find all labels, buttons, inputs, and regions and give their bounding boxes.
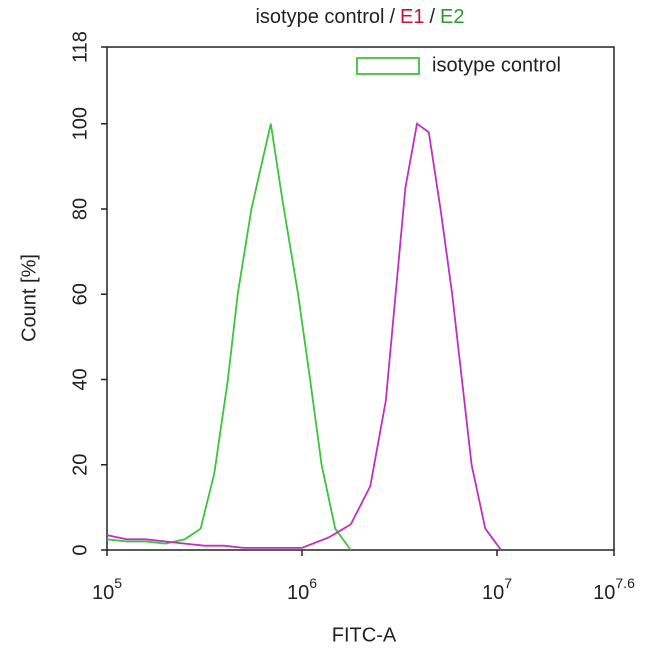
y-tick-label: 20 xyxy=(69,454,91,476)
y-tick-label: 80 xyxy=(69,198,91,220)
chart-title: isotype control / E1/E2 xyxy=(255,6,464,28)
y-axis-label: Count [%] xyxy=(18,254,40,342)
tick-power: 6 xyxy=(309,575,317,591)
x-tick-label: 105 xyxy=(92,575,122,605)
tick-base: 10 xyxy=(593,582,615,604)
series-line xyxy=(106,122,502,551)
y-tick-label: 100 xyxy=(69,107,91,140)
title-part: E1 xyxy=(400,6,424,28)
tick-base: 10 xyxy=(92,582,114,604)
tick-base: 10 xyxy=(482,582,504,604)
title-part: / xyxy=(389,6,395,28)
title-part: / xyxy=(429,6,435,28)
tick-power: 7 xyxy=(504,575,512,591)
series-line xyxy=(106,123,352,551)
legend-label: isotype control xyxy=(432,54,561,76)
y-tick-label: 60 xyxy=(69,283,91,305)
tick-power: 7.6 xyxy=(615,575,635,591)
y-tick-label: 118 xyxy=(69,31,91,63)
title-part: E2 xyxy=(440,6,464,28)
x-axis-label: FITC-A xyxy=(332,624,397,646)
legend-swatch xyxy=(356,57,420,75)
tick-power: 5 xyxy=(114,575,122,591)
title-part: isotype control xyxy=(255,6,384,28)
y-tick-label: 0 xyxy=(69,544,91,555)
plot-frame xyxy=(106,46,615,551)
x-tick-label: 106 xyxy=(287,575,317,605)
x-tick-label: 107 xyxy=(482,575,512,605)
y-tick-label: 40 xyxy=(69,368,91,390)
tick-base: 10 xyxy=(287,582,309,604)
x-tick-label: 107.6 xyxy=(593,575,635,605)
